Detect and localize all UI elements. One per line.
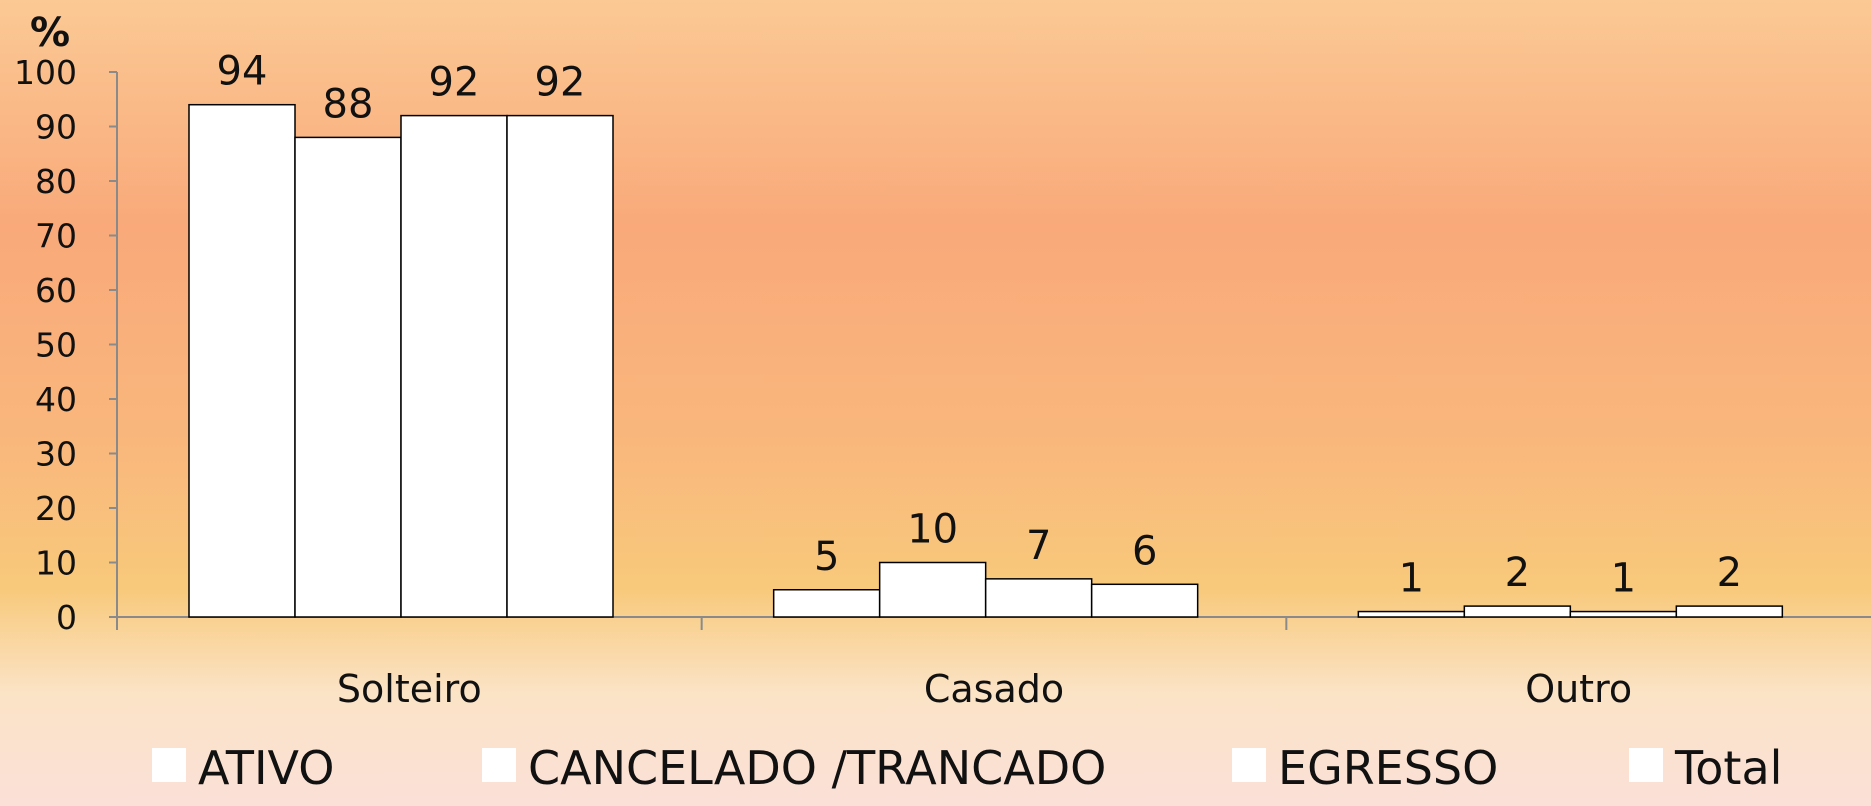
y-tick-label: 20 bbox=[35, 489, 77, 528]
legend-swatch bbox=[1629, 748, 1663, 782]
bar-ativo bbox=[188, 103, 296, 618]
bar-egresso bbox=[400, 114, 508, 618]
plot-area: 0 10 20 30 40 50 60 70 80 90 100 94 88 92 92 Solteiro 5 1… bbox=[14, 49, 1871, 711]
bar-egresso bbox=[1569, 610, 1678, 618]
legend-label: CANCELADO /TRANCADO bbox=[528, 741, 1106, 795]
bar-ativo bbox=[772, 589, 881, 618]
data-label: 2 bbox=[1717, 550, 1742, 596]
bar-ativo bbox=[1357, 610, 1466, 618]
legend-swatch bbox=[482, 748, 516, 782]
data-label: 6 bbox=[1132, 528, 1157, 574]
data-label: 10 bbox=[907, 507, 958, 553]
bar-cancelado-trancado bbox=[1463, 605, 1572, 618]
data-label: 5 bbox=[814, 534, 839, 580]
legend: ATIVO CANCELADO /TRANCADO EGRESSO Total bbox=[152, 741, 1782, 795]
y-tick-label: 30 bbox=[35, 435, 77, 474]
y-axis-title: % bbox=[30, 10, 70, 56]
data-label: 88 bbox=[323, 81, 374, 127]
data-label: 92 bbox=[429, 60, 480, 106]
legend-swatch bbox=[1232, 748, 1266, 782]
y-tick-label: 100 bbox=[14, 53, 77, 92]
y-tick-label: 70 bbox=[35, 217, 77, 256]
y-tick-label: 0 bbox=[56, 598, 77, 637]
y-tick-label: 80 bbox=[35, 162, 77, 201]
y-tick-label: 40 bbox=[35, 380, 77, 419]
data-label: 7 bbox=[1026, 523, 1051, 569]
category-label: Casado bbox=[924, 667, 1064, 711]
y-tick-label: 50 bbox=[35, 326, 77, 365]
y-tick-label: 60 bbox=[35, 271, 77, 310]
legend-swatch bbox=[152, 748, 186, 782]
bar-total bbox=[506, 114, 614, 618]
data-label: 92 bbox=[535, 60, 586, 106]
legend-label: Total bbox=[1674, 741, 1782, 795]
category-label: Solteiro bbox=[337, 667, 482, 711]
legend-label: EGRESSO bbox=[1278, 741, 1498, 795]
data-label: 94 bbox=[217, 49, 268, 95]
data-label: 1 bbox=[1399, 556, 1424, 602]
bar-total bbox=[1090, 583, 1199, 618]
y-tick-label: 10 bbox=[35, 544, 77, 583]
category-label: Outro bbox=[1525, 667, 1632, 711]
data-label: 1 bbox=[1611, 556, 1636, 602]
bar-cancelado-trancado bbox=[878, 561, 987, 618]
bar-cancelado-trancado bbox=[294, 136, 402, 618]
bar-total bbox=[1675, 605, 1784, 618]
y-tick-label: 90 bbox=[35, 108, 77, 147]
legend-label: ATIVO bbox=[198, 741, 334, 795]
bar-egresso bbox=[984, 578, 1093, 618]
data-label: 2 bbox=[1505, 550, 1530, 596]
